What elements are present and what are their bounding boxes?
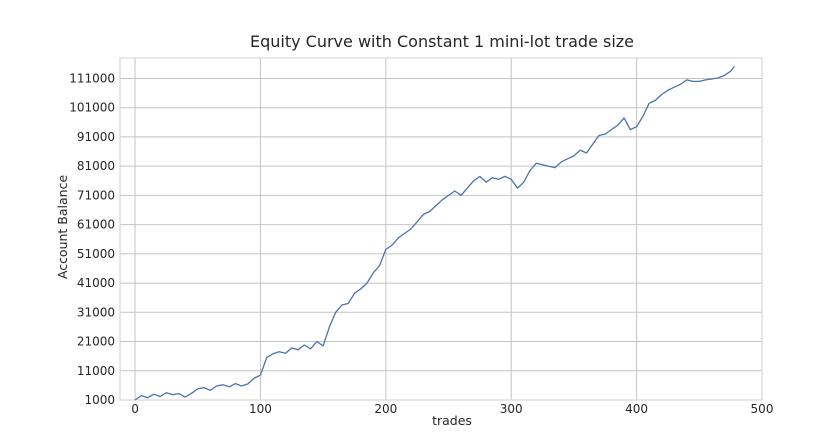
y-tick-label: 101000 <box>69 101 115 115</box>
x-axis-label: trades <box>432 413 472 428</box>
y-tick-labels: 1000 11000 21000 31000 41000 51000 61000 71000 8… <box>69 71 115 407</box>
x-tick-labels: 0 100 200 300 400 500 <box>131 402 773 416</box>
x-tick-label: 100 <box>249 402 272 416</box>
x-tick-label: 400 <box>625 402 648 416</box>
y-tick-label: 21000 <box>77 335 115 349</box>
x-tick-label: 500 <box>751 402 774 416</box>
y-tick-label: 81000 <box>77 159 115 173</box>
y-tick-label: 41000 <box>77 276 115 290</box>
grid-layer <box>120 58 763 401</box>
y-tick-label: 111000 <box>69 71 115 85</box>
plot-frame <box>119 57 763 401</box>
y-tick-label: 11000 <box>77 364 115 378</box>
y-tick-label: 91000 <box>77 130 115 144</box>
series-layer <box>134 65 735 401</box>
y-axis-label: Account Balance <box>55 175 70 280</box>
x-tick-label: 200 <box>374 402 397 416</box>
y-tick-label: 31000 <box>77 305 115 319</box>
y-tick-label: 51000 <box>77 247 115 261</box>
chart-title: Equity Curve with Constant 1 mini-lot tr… <box>250 32 634 51</box>
y-tick-label: 1000 <box>84 393 115 407</box>
x-tick-label: 0 <box>131 402 139 416</box>
equity-series-line <box>134 65 735 401</box>
x-tick-label: 300 <box>500 402 523 416</box>
y-tick-label: 71000 <box>77 188 115 202</box>
y-tick-label: 61000 <box>77 218 115 232</box>
